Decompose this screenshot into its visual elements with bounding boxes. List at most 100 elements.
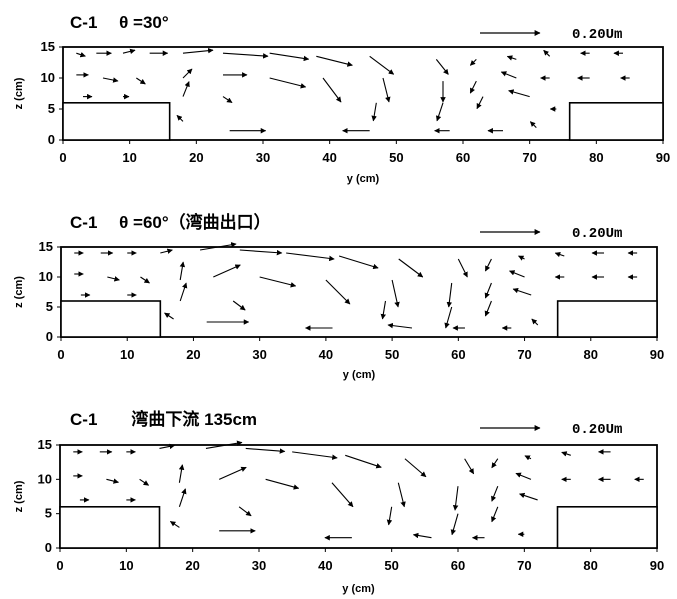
- x-tick-label: 10: [119, 558, 133, 573]
- velocity-vector: [136, 77, 146, 85]
- velocity-vector: [391, 279, 400, 308]
- velocity-vector: [159, 443, 176, 450]
- velocity-vector: [515, 472, 532, 480]
- velocity-vector: [500, 71, 517, 79]
- velocity-vector: [222, 96, 233, 104]
- velocity-vector: [457, 258, 468, 278]
- y-tick-label: 15: [38, 437, 52, 452]
- velocity-vector: [269, 52, 310, 62]
- velocity-vector: [331, 482, 354, 508]
- y-tick-label: 10: [41, 70, 55, 85]
- x-tick-label: 10: [122, 150, 136, 165]
- y-tick-label: 0: [48, 132, 55, 147]
- x-tick-label: 60: [456, 150, 470, 165]
- velocity-vector: [484, 300, 492, 317]
- velocity-vector: [222, 52, 269, 59]
- velocity-vector: [491, 458, 499, 469]
- velocity-vector: [213, 264, 241, 278]
- velocity-vector: [265, 478, 300, 490]
- x-tick-label: 0: [56, 558, 63, 573]
- velocity-vector: [316, 55, 353, 67]
- panel-title: C-1 湾曲下流 135cm: [70, 409, 257, 429]
- x-tick-label: 0: [59, 150, 66, 165]
- velocity-vector: [529, 121, 537, 128]
- x-tick-label: 60: [451, 558, 465, 573]
- y-axis-label: z (cm): [13, 276, 25, 308]
- velocity-vector: [102, 77, 119, 83]
- velocity-vector: [107, 276, 120, 282]
- velocity-vector: [164, 312, 174, 320]
- velocity-vector: [404, 458, 427, 478]
- x-tick-label: 60: [451, 347, 465, 362]
- velocity-vector: [345, 454, 382, 469]
- velocity-vector: [452, 486, 459, 511]
- velocity-vector: [205, 440, 243, 449]
- velocity-vector: [325, 279, 351, 305]
- velocity-vector: [398, 258, 424, 278]
- reference-label: 0.20Um: [572, 27, 622, 43]
- velocity-vector: [519, 492, 538, 501]
- velocity-vector: [524, 455, 532, 461]
- x-tick-label: 20: [186, 347, 200, 362]
- velocity-vector: [444, 306, 453, 329]
- velocity-vector: [491, 485, 499, 502]
- velocity-vector: [179, 261, 186, 281]
- velocity-vector: [561, 451, 571, 457]
- velocity-vector: [554, 251, 565, 258]
- velocity-vector: [178, 464, 185, 483]
- x-tick-label: 70: [517, 558, 531, 573]
- velocity-vector: [245, 447, 286, 454]
- velocity-vector: [531, 318, 539, 326]
- velocity-vector: [76, 52, 86, 58]
- x-tick-label: 70: [517, 347, 531, 362]
- velocity-vector: [106, 478, 119, 484]
- floodplain-block-left: [62, 102, 171, 141]
- velocity-vector: [182, 81, 190, 97]
- velocity-vector: [369, 55, 395, 75]
- velocity-vector: [338, 255, 379, 270]
- velocity-vector: [469, 80, 477, 94]
- velocity-vector: [292, 451, 338, 460]
- velocity-vector: [484, 258, 492, 272]
- x-tick-label: 90: [656, 150, 670, 165]
- velocity-vector: [435, 102, 444, 122]
- floodplain-block-left: [59, 505, 161, 549]
- velocity-vector: [450, 513, 459, 536]
- velocity-panel-2: C-1 θ =60°（湾曲出口） 0.20Um 0 5 10 15 0 10 20 30 40 50 6…: [13, 212, 664, 381]
- velocity-panel-3: C-1 湾曲下流 135cm 0.20Um 0 5 10 15 0 10 20 30 40 50 60 7…: [13, 409, 664, 595]
- x-tick-label: 30: [252, 347, 266, 362]
- y-tick-label: 5: [48, 101, 55, 116]
- x-tick-label: 30: [256, 150, 270, 165]
- velocity-vector: [476, 96, 484, 110]
- velocity-vector: [518, 255, 525, 261]
- velocity-vector: [387, 322, 413, 329]
- x-tick-label: 90: [650, 347, 664, 362]
- velocity-vector: [259, 276, 297, 288]
- velocity-vector: [509, 270, 525, 278]
- velocity-vector: [232, 300, 246, 311]
- x-tick-label: 80: [589, 150, 603, 165]
- velocity-vector: [160, 248, 173, 254]
- velocity-vector: [464, 458, 475, 475]
- channel-outline: [62, 46, 664, 141]
- velocity-vector: [122, 48, 136, 55]
- floodplain-block-right: [568, 102, 664, 141]
- x-axis-label: y (cm): [343, 369, 376, 381]
- velocity-vector: [286, 252, 335, 262]
- x-tick-label: 40: [318, 558, 332, 573]
- velocity-vector: [238, 506, 252, 517]
- channel-outline: [59, 444, 658, 549]
- velocity-vector: [199, 242, 237, 251]
- floodplain-block-right: [556, 300, 658, 338]
- y-tick-label: 5: [46, 299, 53, 314]
- y-tick-label: 5: [45, 506, 52, 521]
- x-axis-label: y (cm): [347, 173, 380, 185]
- velocity-vector: [386, 506, 393, 526]
- velocity-vector: [371, 102, 377, 122]
- y-tick-label: 15: [41, 39, 55, 54]
- velocity-vector: [382, 77, 391, 103]
- x-tick-label: 50: [384, 558, 398, 573]
- x-tick-label: 40: [322, 150, 336, 165]
- y-axis-label: z (cm): [13, 480, 25, 512]
- velocity-panel-1: C-1 θ =30° 0.20Um 0 5 10 15 0 10 20 30 40 50 60 70 80 9…: [13, 13, 670, 185]
